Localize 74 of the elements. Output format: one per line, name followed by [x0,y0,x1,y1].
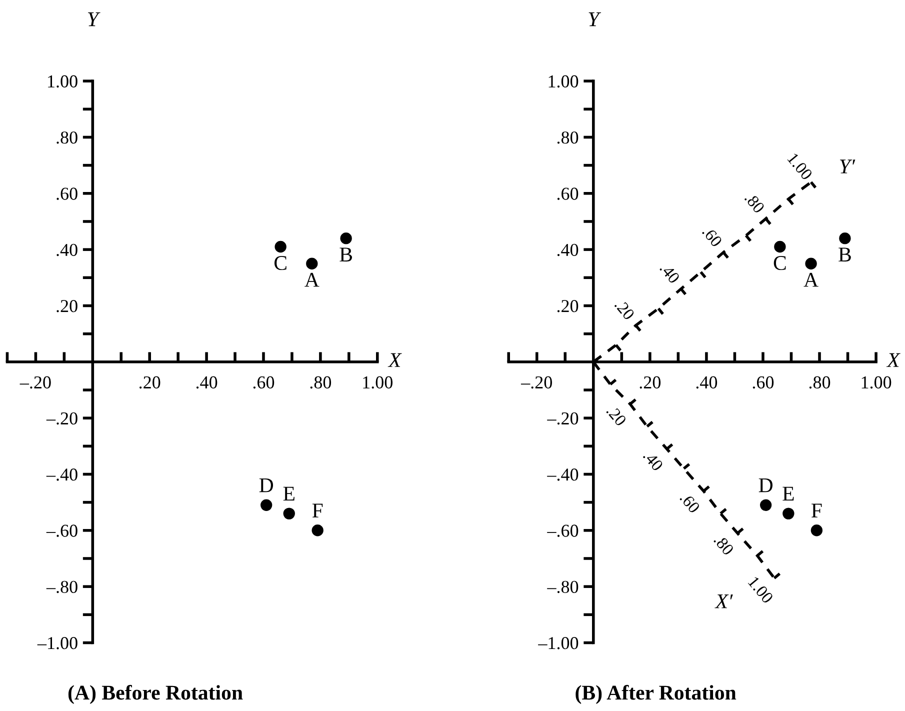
y-tick-label: –1.00 [538,637,578,650]
y-tick-label: –.60 [547,524,578,537]
annotation: .40 [659,262,680,284]
annotation: .20 [614,298,636,321]
y-tick-label: –.20 [547,412,578,425]
annotation: D [758,478,772,492]
annotation: .80 [744,192,766,214]
y-tick-label: .40 [557,244,578,256]
annotation: .40 [642,450,664,472]
y-tick-label: .20 [56,300,78,312]
x-tick-label: .20 [140,376,160,389]
x-tick-label: .60 [253,376,274,389]
point [260,499,272,511]
annotation: D [259,478,274,492]
y-tick-label: .20 [557,300,578,312]
annotation: B [838,248,851,262]
annotation: E [283,486,294,501]
y-tick-label: .80 [56,131,78,144]
point [810,524,823,536]
y-tick-label: .60 [56,188,78,200]
y-axis-title: Y [88,12,100,26]
point [340,232,352,244]
point [274,240,286,253]
point [312,524,324,536]
y-tick-label: –.40 [547,468,578,481]
point [283,508,295,520]
annotation: A [804,272,818,287]
annotation: .20 [606,404,627,427]
point [782,508,794,520]
series-label: Y′ [840,160,856,174]
x-tick-label: .40 [196,376,218,389]
x-tick-label: –.20 [520,376,552,389]
annotation: F [312,504,323,518]
x-tick-label: .40 [696,376,718,389]
text: X′ [714,594,733,608]
y-axis-title: Y [588,12,602,26]
y-tick-label: –.60 [46,524,78,537]
annotation: F [811,504,822,518]
x-tick-label: .80 [310,376,332,389]
annotation: .60 [679,492,700,514]
annotation: 1.00 [787,152,813,181]
x-axis-title: X [388,353,402,367]
x-tick-label: .80 [809,376,830,389]
x-axis-title: X [886,353,900,367]
point [839,232,851,244]
y-tick-label: –.20 [46,412,78,425]
y-tick-label: 1.00 [48,75,78,88]
y-tick-label: .60 [557,188,578,200]
text: (B) After Rotation [576,684,736,704]
point [306,258,318,270]
point [760,499,772,511]
annotation: C [274,256,286,270]
text: (A) Before Rotation [68,684,243,704]
annotation: C [774,256,786,270]
annotation: B [340,248,352,262]
x-tick-label: 1.00 [862,376,892,389]
point [805,258,817,270]
annotation: 1.00 [748,576,774,604]
y-tick-label: .80 [557,131,578,144]
x-tick-label: .20 [640,376,661,389]
y-tick-label: .40 [56,244,78,256]
y-tick-label: –.80 [46,580,78,594]
y-tick-label: 1.00 [548,75,578,88]
annotation: .60 [702,226,723,248]
y-tick-label: –1.00 [37,637,78,650]
x-tick-label: .60 [752,376,774,389]
annotation: .80 [713,534,734,556]
x-tick-label: –.20 [20,376,51,389]
annotation: A [304,272,320,287]
x-tick-label: 1.00 [363,376,392,389]
y-tick-label: –.80 [547,580,578,594]
annotation: E [782,486,794,501]
point [774,240,786,253]
y-tick-label: –.40 [46,468,78,481]
